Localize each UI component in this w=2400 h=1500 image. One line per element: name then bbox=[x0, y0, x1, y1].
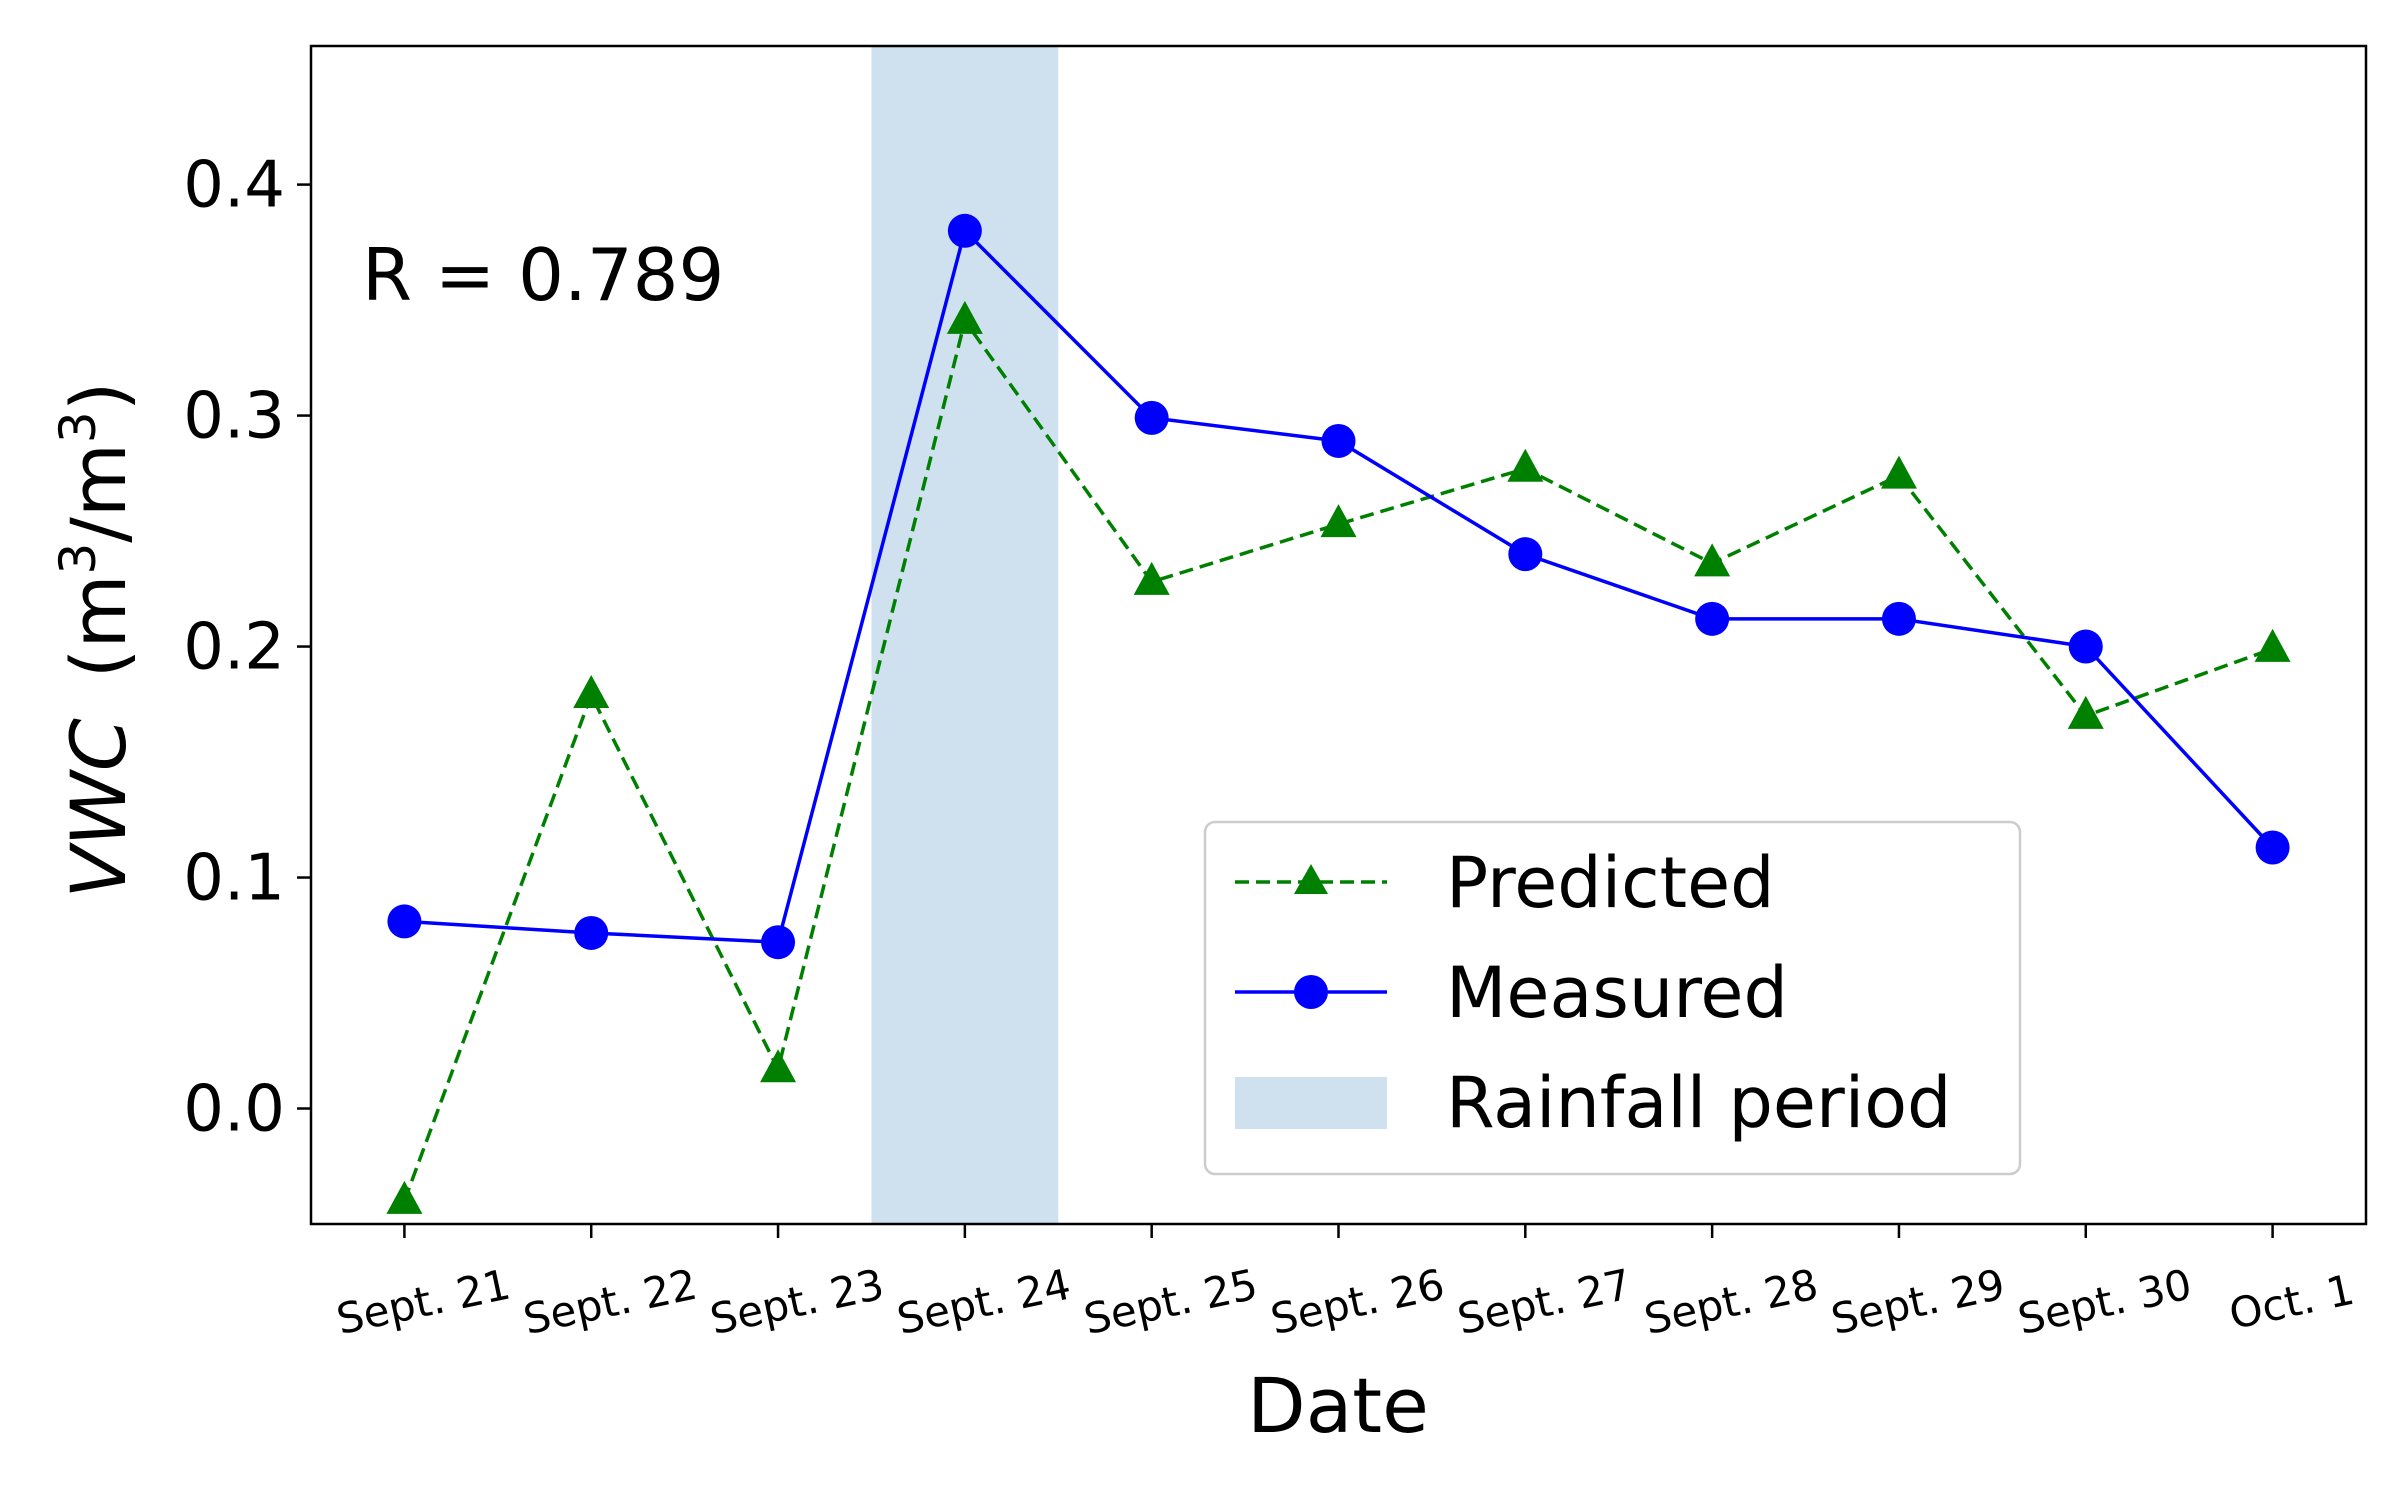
legend-rainfall-label: Rainfall period bbox=[1446, 1062, 1951, 1144]
measured-point bbox=[1508, 537, 1543, 572]
y-tick-label: 0.0 bbox=[183, 1073, 285, 1147]
legend-box bbox=[1203, 820, 2022, 1176]
legend-predicted-marker bbox=[1294, 864, 1328, 894]
x-axis-label: Date bbox=[1247, 1361, 1429, 1450]
y-axis-label-sup1: 3 bbox=[49, 543, 107, 575]
measured-point bbox=[1134, 400, 1169, 435]
predicted-point bbox=[946, 300, 983, 334]
y-tick-label: 0.1 bbox=[183, 842, 285, 916]
y-axis-label-sup2: 3 bbox=[49, 411, 107, 443]
predicted-point bbox=[1694, 543, 1731, 577]
legend-predicted-label: Predicted bbox=[1446, 842, 1775, 924]
predicted-point bbox=[1507, 448, 1544, 482]
y-tick-label: 0.3 bbox=[183, 380, 285, 454]
y-axis-label-unit-close: ) bbox=[54, 382, 143, 412]
legend-measured-label: Measured bbox=[1446, 952, 1788, 1034]
y-axis-ticks: 0.0 0.1 0.2 0.3 0.4 bbox=[183, 149, 311, 1147]
measured-point bbox=[761, 925, 796, 960]
predicted-point bbox=[1880, 455, 1917, 489]
predicted-point bbox=[1133, 561, 1170, 595]
predicted-point bbox=[2254, 628, 2291, 662]
measured-point bbox=[387, 904, 422, 939]
series-layer bbox=[386, 213, 2291, 1214]
legend-rainfall-swatch bbox=[1235, 1077, 1387, 1129]
measured-point bbox=[947, 213, 982, 248]
measured-point bbox=[1881, 601, 1916, 636]
y-axis-label: VWC(m3/m3) bbox=[49, 382, 143, 899]
predicted-point bbox=[1320, 504, 1357, 538]
correlation-annotation: R = 0.789 bbox=[362, 233, 724, 317]
predicted-point bbox=[760, 1049, 797, 1083]
y-tick-label: 0.2 bbox=[183, 611, 285, 685]
y-axis-label-variable: VWC bbox=[54, 718, 143, 898]
y-tick-label: 0.4 bbox=[183, 149, 285, 223]
legend-measured-marker bbox=[1294, 975, 1328, 1009]
predicted-point bbox=[573, 675, 610, 709]
measured-point bbox=[574, 915, 609, 950]
legend: Predicted Measured Rainfall period bbox=[1203, 820, 2022, 1176]
measured-point bbox=[1695, 601, 1730, 636]
predicted-point bbox=[2067, 695, 2104, 729]
predicted-point bbox=[386, 1180, 423, 1214]
y-axis-label-unit-mid: /m bbox=[54, 443, 143, 543]
measured-point bbox=[2255, 830, 2290, 865]
measured-point bbox=[1321, 423, 1356, 458]
y-axis-label-unit-open: (m bbox=[54, 575, 143, 679]
measured-point bbox=[2068, 629, 2103, 664]
